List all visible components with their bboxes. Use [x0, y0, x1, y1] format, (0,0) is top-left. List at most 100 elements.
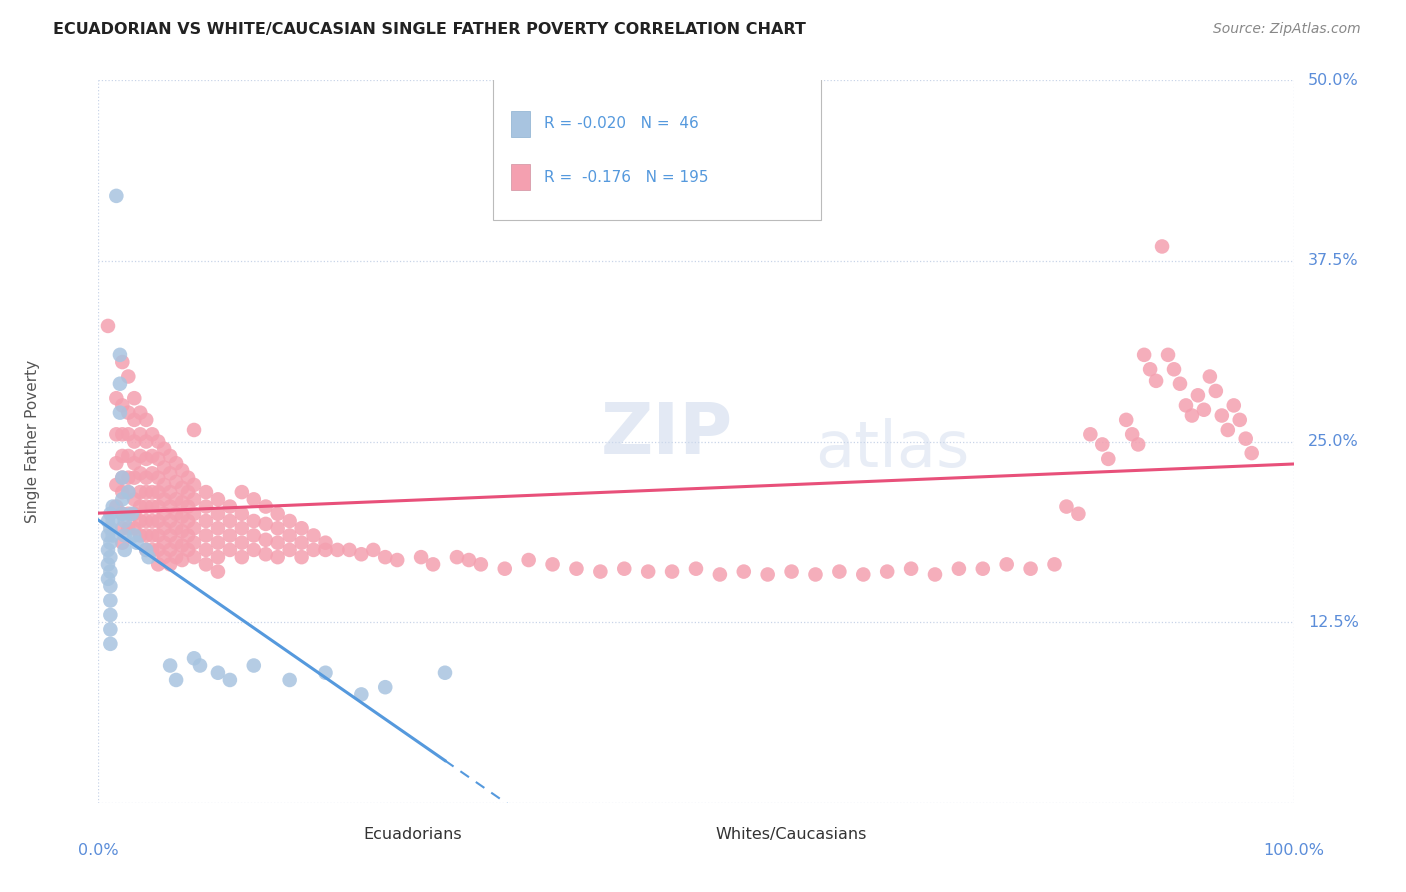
Point [105, 391, 128, 405]
Point [1139, 362, 1161, 376]
Point [278, 542, 301, 557]
Point [350, 547, 373, 561]
Point [117, 427, 139, 442]
Text: R =  -0.176   N = 195: R = -0.176 N = 195 [544, 169, 709, 185]
Text: 50.0%: 50.0% [1308, 73, 1358, 87]
Point [148, 542, 170, 557]
Point [219, 514, 242, 528]
Point [135, 413, 157, 427]
Point [231, 507, 253, 521]
Point [159, 558, 181, 572]
Point [117, 470, 139, 484]
Point [148, 485, 170, 500]
Point [98, 507, 122, 521]
Point [135, 500, 157, 514]
Point [153, 535, 176, 549]
Point [852, 567, 875, 582]
Point [114, 542, 136, 557]
Point [105, 500, 128, 514]
Point [159, 528, 181, 542]
Text: ZIP: ZIP [600, 400, 733, 469]
Point [183, 550, 205, 565]
Point [195, 485, 218, 500]
Point [111, 521, 134, 535]
Point [243, 542, 266, 557]
Point [1240, 446, 1263, 460]
Text: Ecuadorians: Ecuadorians [364, 827, 463, 842]
Point [195, 528, 218, 542]
Point [138, 550, 160, 565]
Point [111, 507, 134, 521]
Point [1163, 362, 1185, 376]
Point [1152, 239, 1174, 253]
Point [446, 550, 468, 565]
Point [97, 572, 120, 586]
Point [98, 623, 122, 637]
Point [243, 514, 266, 528]
Point [613, 562, 636, 576]
Point [172, 495, 194, 509]
Point [172, 463, 194, 477]
Point [124, 434, 146, 449]
Text: Single Father Poverty: Single Father Poverty [25, 360, 41, 523]
Point [141, 427, 163, 442]
Point [101, 500, 124, 514]
Point [995, 558, 1018, 572]
Point [177, 485, 200, 500]
Point [302, 542, 325, 557]
Text: R = -0.020   N =  46: R = -0.020 N = 46 [544, 116, 699, 131]
Text: Source: ZipAtlas.com: Source: ZipAtlas.com [1213, 22, 1361, 37]
Point [124, 456, 146, 470]
Point [207, 550, 229, 565]
Point [177, 500, 200, 514]
Point [195, 514, 218, 528]
Point [153, 460, 176, 475]
Point [1097, 451, 1119, 466]
Point [1128, 437, 1150, 451]
Point [183, 521, 205, 535]
Point [165, 456, 187, 470]
Point [165, 475, 187, 489]
Point [876, 565, 898, 579]
Point [565, 562, 588, 576]
Point [302, 528, 325, 542]
Point [1175, 398, 1198, 412]
Point [291, 535, 314, 549]
Point [188, 658, 211, 673]
Point [422, 558, 444, 572]
FancyBboxPatch shape [510, 164, 530, 190]
Point [165, 673, 187, 687]
Point [108, 348, 131, 362]
Point [97, 558, 120, 572]
Point [1080, 427, 1102, 442]
Point [165, 550, 187, 565]
Point [350, 687, 373, 701]
Point [1133, 348, 1156, 362]
Point [141, 528, 163, 542]
Point [183, 535, 205, 549]
Point [1211, 409, 1233, 423]
Point [129, 500, 152, 514]
Point [494, 562, 516, 576]
Point [111, 535, 134, 549]
Point [709, 567, 731, 582]
Point [183, 423, 205, 437]
Point [141, 542, 163, 557]
Point [129, 514, 152, 528]
Point [195, 500, 218, 514]
Point [207, 665, 229, 680]
Point [98, 535, 122, 549]
Point [108, 376, 131, 391]
Point [411, 550, 433, 565]
Point [1223, 398, 1246, 412]
FancyBboxPatch shape [494, 76, 821, 220]
Point [159, 514, 181, 528]
Point [231, 521, 253, 535]
Point [1234, 432, 1257, 446]
Point [111, 355, 134, 369]
Point [231, 485, 253, 500]
Point [101, 528, 124, 542]
Point [129, 528, 152, 542]
Point [124, 492, 146, 507]
Point [141, 514, 163, 528]
